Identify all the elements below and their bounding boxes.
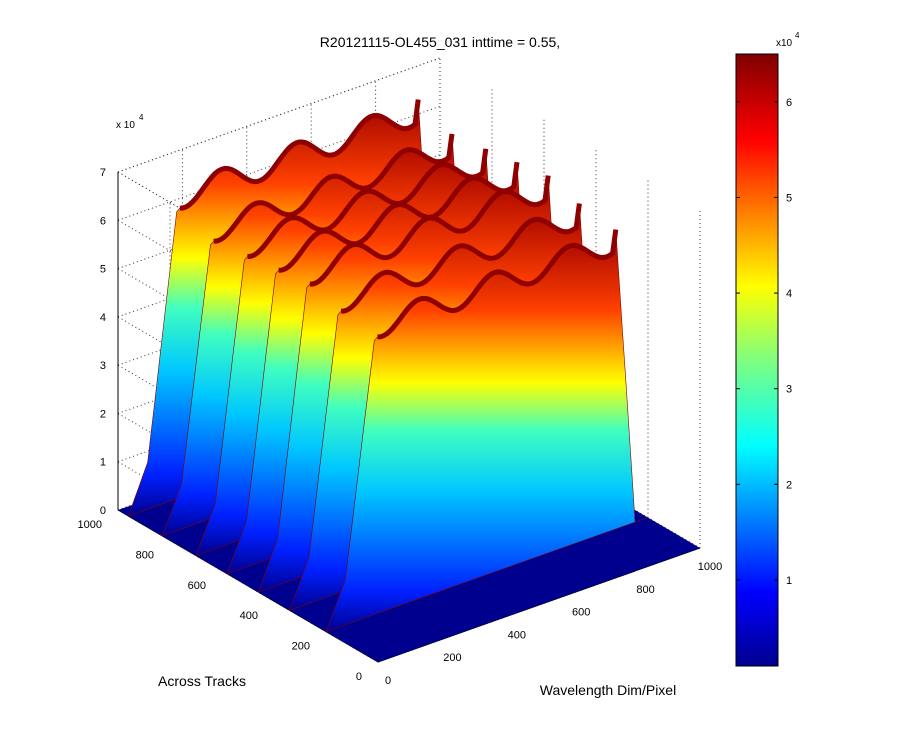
colorbar-ticks: 1 2 3 4 5 6 xyxy=(736,97,792,587)
z-tick-label: 6 xyxy=(100,215,106,227)
chart-title: R20121115-OL455_031 inttime = 0.55, xyxy=(320,34,560,50)
colorbar-tick-label: 2 xyxy=(786,479,792,491)
y-tick-label: 200 xyxy=(292,641,310,653)
y-tick-label: 800 xyxy=(136,549,154,561)
surface-ridge-top xyxy=(278,161,520,273)
z-tick-label: 4 xyxy=(100,312,106,324)
colorbar-exponent-label: x10 xyxy=(776,38,793,49)
y-tick-label: 1000 xyxy=(78,519,102,531)
box-edge xyxy=(117,57,441,173)
x-tick-label: 0 xyxy=(385,675,391,687)
z-tick-label: 5 xyxy=(100,264,106,276)
z-exponent-label: x 10 xyxy=(116,120,135,131)
surface-ridge-top xyxy=(179,99,421,211)
x-tick-label: 600 xyxy=(572,607,590,619)
surface-ridge-top xyxy=(213,133,455,244)
colorbar-tick-label: 3 xyxy=(786,384,792,396)
surface-ridge-top xyxy=(377,229,619,340)
x-tick-label: 800 xyxy=(636,584,654,596)
z-tick-label: 1 xyxy=(100,457,106,469)
y-tick-label: 400 xyxy=(240,610,258,622)
x-tick-label: 1000 xyxy=(698,561,722,573)
z-tick-label: 3 xyxy=(100,360,106,372)
surface-ridge-top xyxy=(340,203,582,314)
colorbar xyxy=(735,53,779,667)
colorbar-tick-label: 4 xyxy=(786,288,792,300)
y-tick-label: 600 xyxy=(188,580,206,592)
surface-ridge-top xyxy=(247,148,489,260)
z-tick-label: 2 xyxy=(100,408,106,420)
surface-plot xyxy=(118,99,700,662)
y-axis-label: Across Tracks xyxy=(158,673,246,689)
x-axis-label: Wavelength Dim/Pixel xyxy=(540,682,676,698)
y-tick-label: 0 xyxy=(356,671,362,683)
colorbar-tick-label: 5 xyxy=(786,192,792,204)
z-tick-label: 0 xyxy=(100,505,106,517)
colorbar-tick-label: 1 xyxy=(786,575,792,587)
z-tick-label: 7 xyxy=(100,167,106,179)
x-tick-label: 400 xyxy=(508,629,526,641)
surface-ridge-top xyxy=(309,175,551,287)
colorbar-exponent: 4 xyxy=(795,31,800,40)
z-exponent: 4 xyxy=(139,113,144,122)
axis-ticks: 0 200 400 600 800 1000 0 200 400 600 800 1000 0 1 2 3 4 5… xyxy=(78,167,723,687)
colorbar-tick-label: 6 xyxy=(786,97,792,109)
x-tick-label: 200 xyxy=(443,652,461,664)
